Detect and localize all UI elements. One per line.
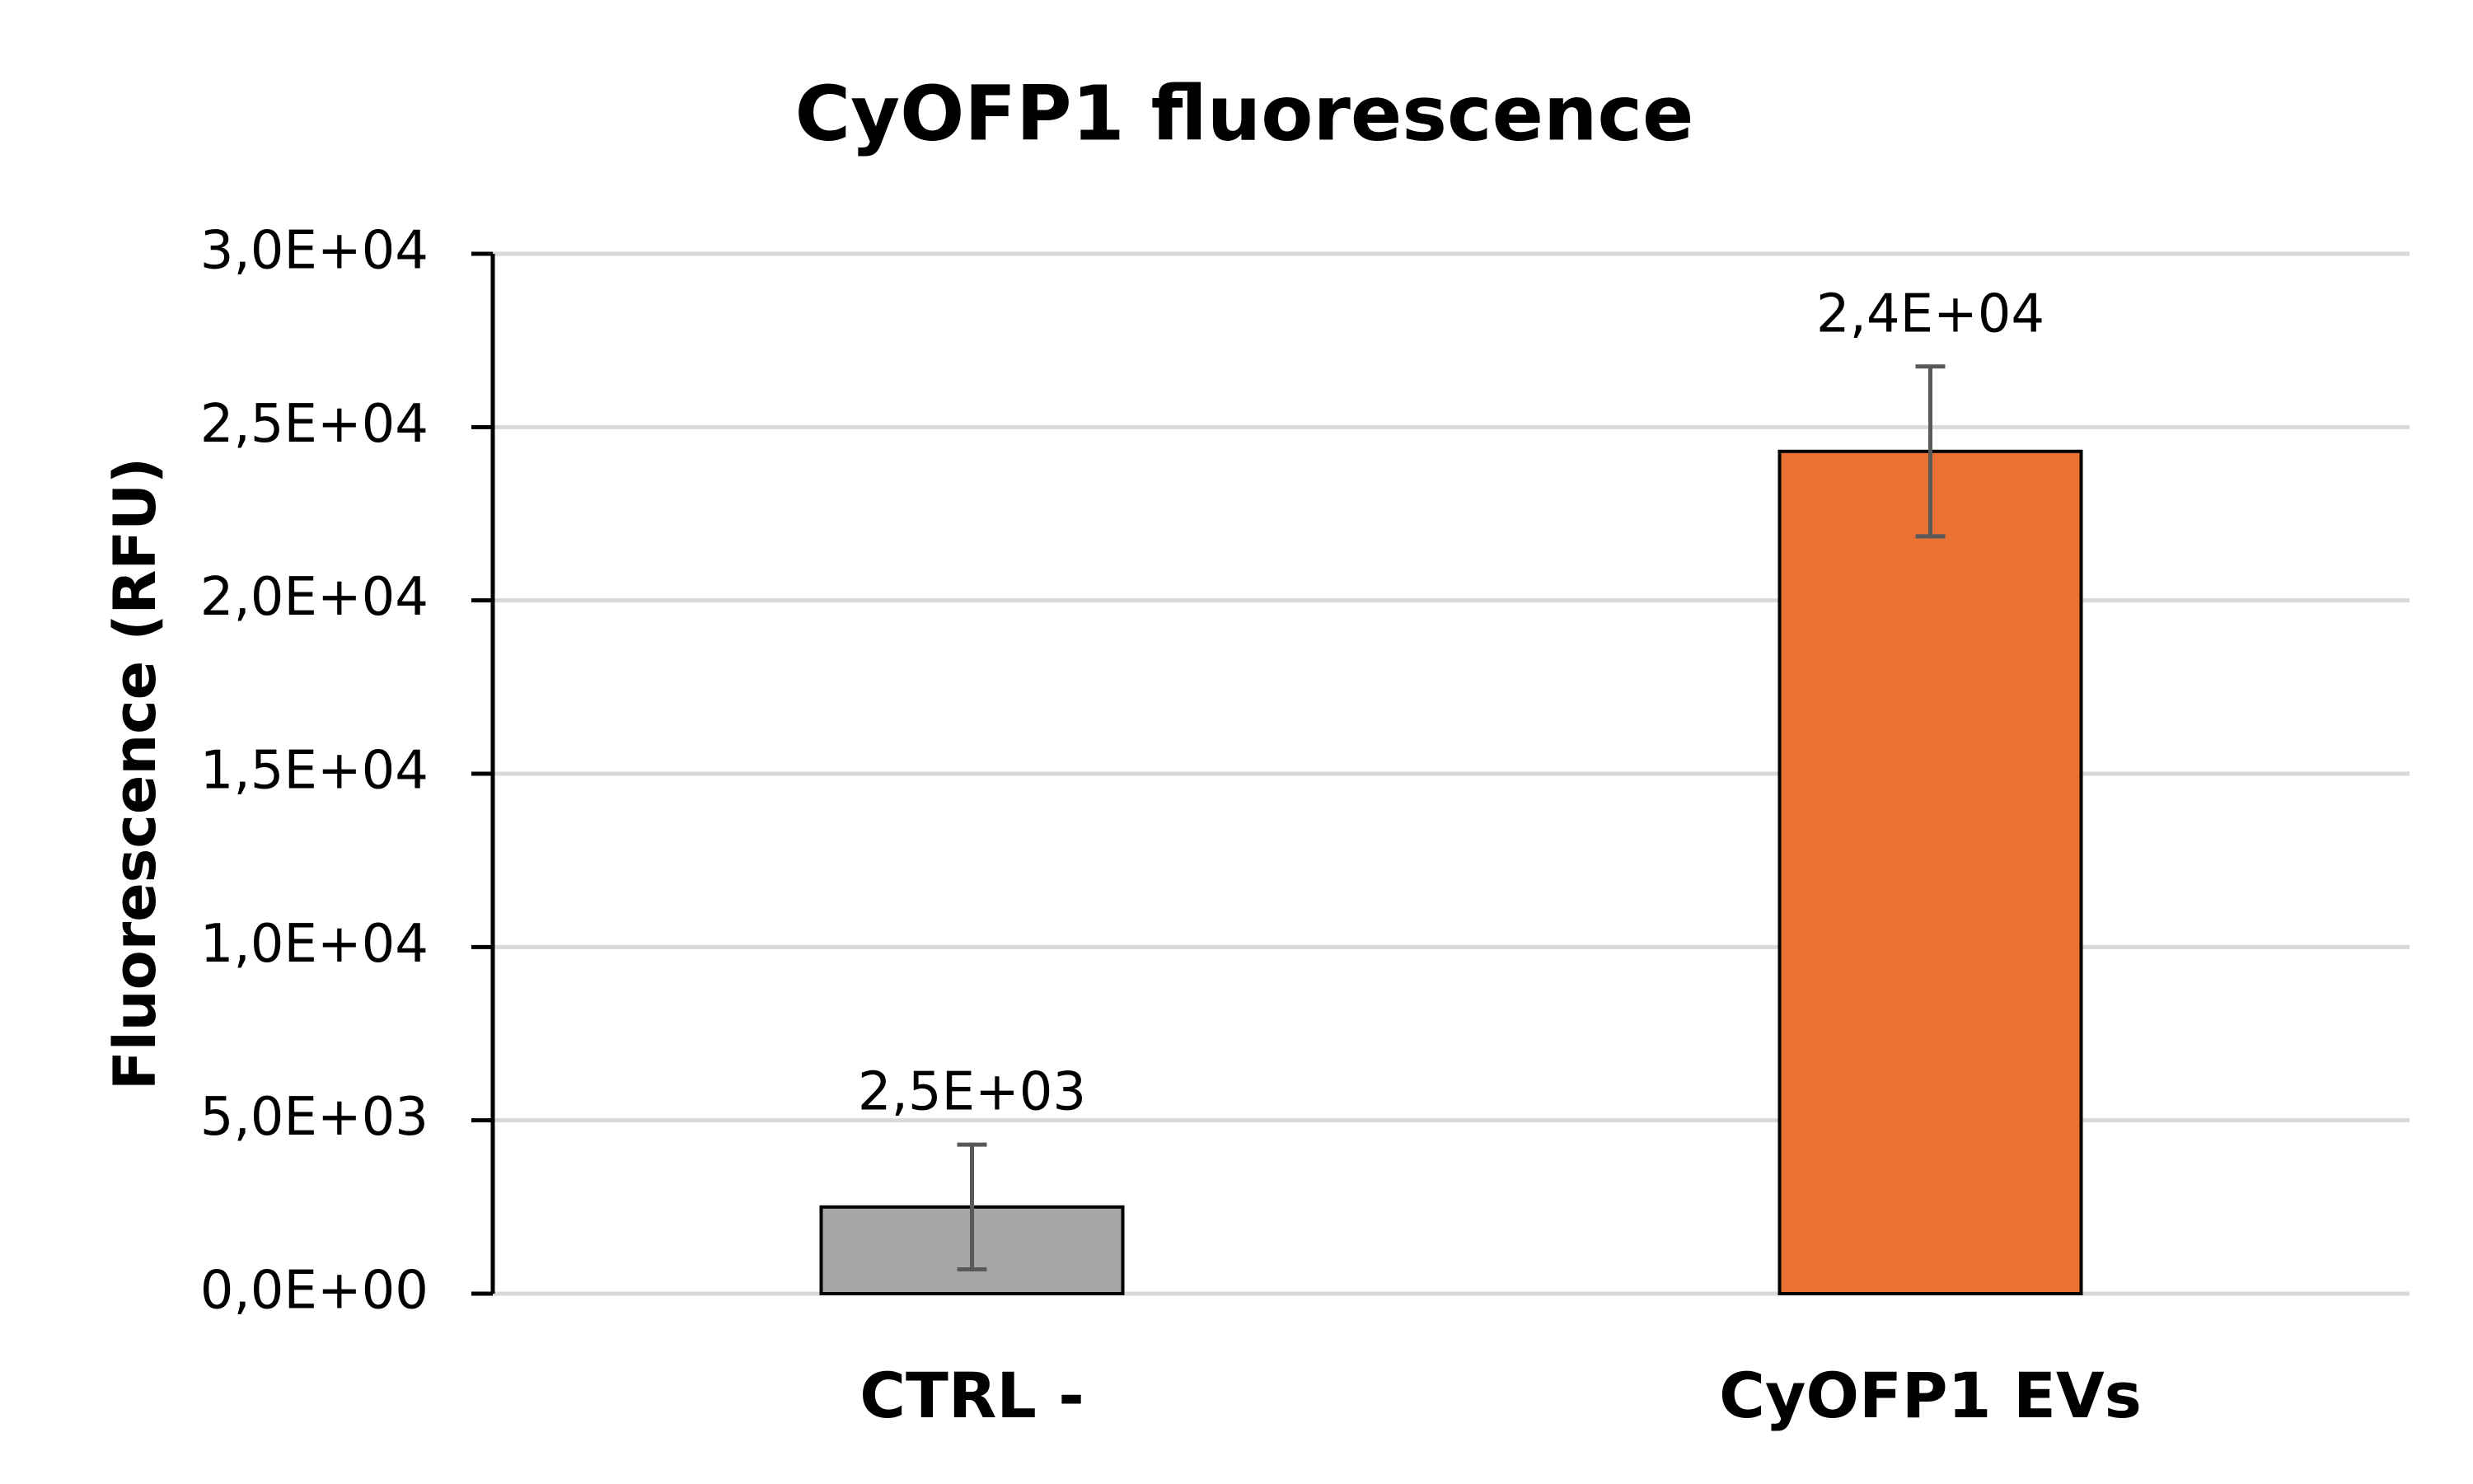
y-tick-label: 1,5E+04 [200, 741, 429, 802]
data-label: 2,4E+04 [1816, 283, 2044, 344]
x-tick-label: CyOFP1 EVs [1719, 1359, 2142, 1432]
y-tick-label: 1,0E+04 [200, 914, 429, 975]
y-tick-label: 3,0E+04 [200, 221, 429, 282]
chart-title: CyOFP1 fluorescence [795, 69, 1694, 157]
y-tick-label: 5,0E+03 [200, 1087, 429, 1148]
x-tick-label: CTRL - [859, 1359, 1084, 1432]
y-tick-label: 2,5E+04 [200, 394, 429, 455]
y-tick-label: 2,0E+04 [200, 567, 429, 628]
y-axis-title: Fluorescence (RFU) [101, 457, 169, 1090]
y-tick-label: 0,0E+00 [200, 1261, 429, 1322]
data-label: 2,5E+03 [858, 1062, 1086, 1123]
bar [1777, 449, 2083, 1295]
